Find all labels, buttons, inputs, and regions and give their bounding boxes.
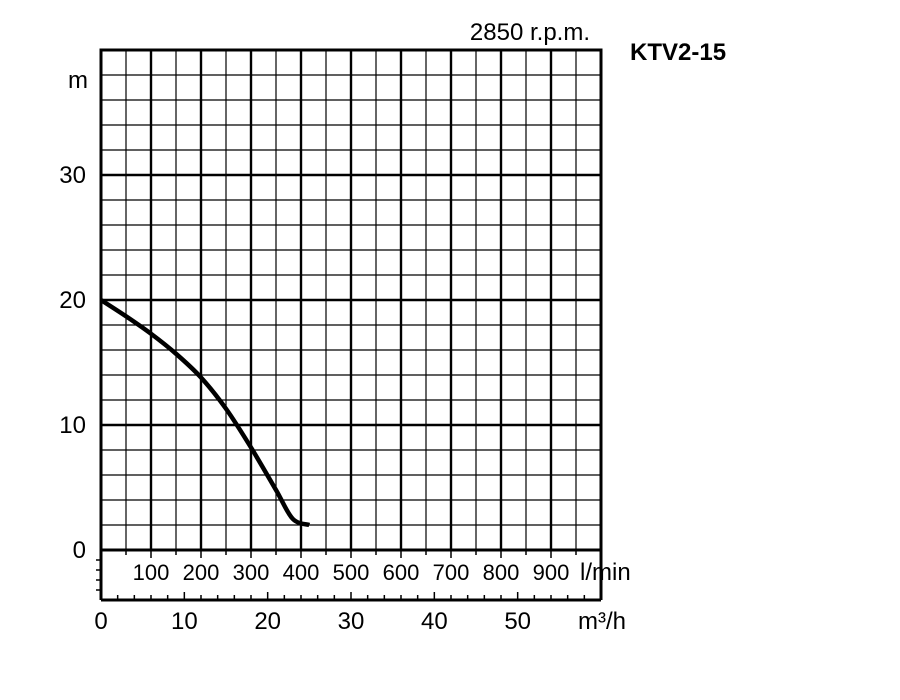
lmin-tick-label: 700	[433, 560, 470, 585]
y-tick-label: 10	[59, 412, 86, 439]
major-gridlines	[101, 50, 601, 550]
lmin-scale-box	[96, 550, 603, 602]
lmin-tick-label: 900	[533, 560, 570, 585]
y-tick-label: 20	[59, 287, 86, 314]
lmin-axis-label: l/min	[580, 559, 631, 586]
m3h-tick-label: 10	[171, 608, 198, 635]
m3h-tick-label: 40	[421, 608, 448, 635]
lmin-tick-label: 600	[383, 560, 420, 585]
m3h-tick-label: 30	[338, 608, 365, 635]
m3h-tick-label: 0	[94, 608, 107, 635]
y-tick-label: 0	[73, 537, 86, 564]
m3h-tick-label: 20	[254, 608, 281, 635]
y-tick-labels: 0 10 20 30	[59, 162, 86, 564]
m3h-tick-label: 50	[504, 608, 531, 635]
series-group	[99, 298, 311, 528]
pump-curve-line	[99, 298, 311, 528]
y-axis-label: m	[68, 67, 88, 94]
lmin-tick-label: 100	[133, 560, 170, 585]
m3h-tick-labels: 0 10 20 30 40 50	[94, 608, 531, 635]
lmin-tick-labels: 100 200 300 400 500 600 700 800 900	[133, 560, 570, 585]
lmin-tick-label: 300	[233, 560, 270, 585]
lmin-tick-label: 500	[333, 560, 370, 585]
m3h-axis-label: m³/h	[578, 608, 626, 635]
chart-title: KTV2-15	[630, 39, 726, 66]
lmin-tick-label: 400	[283, 560, 320, 585]
lmin-tick-label: 800	[483, 560, 520, 585]
lmin-tick-label: 200	[183, 560, 220, 585]
y-tick-label: 30	[59, 162, 86, 189]
chart-subtitle: 2850 r.p.m.	[470, 19, 590, 46]
